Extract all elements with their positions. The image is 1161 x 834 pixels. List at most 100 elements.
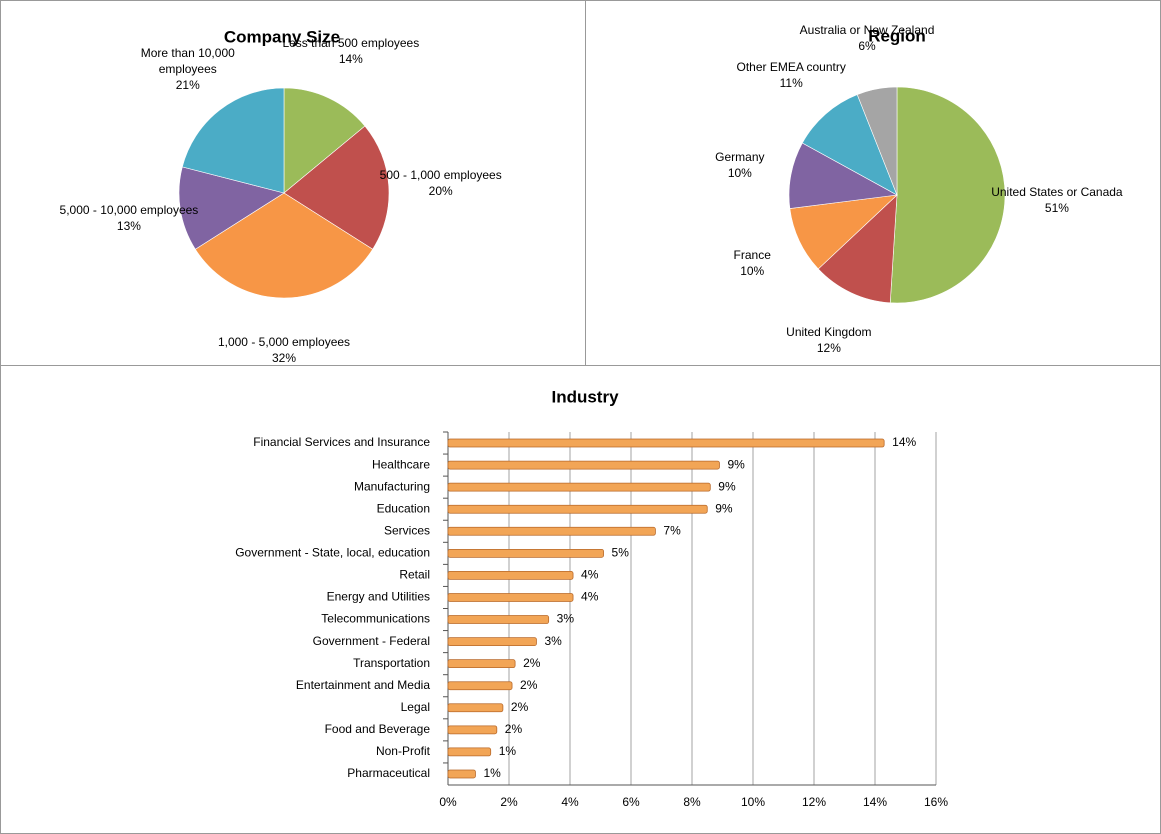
- y-tick-label: Telecommunications: [321, 612, 430, 626]
- slice-value-label: 14%: [338, 51, 363, 66]
- bar: [447, 659, 516, 669]
- y-tick-label: Services: [384, 523, 430, 537]
- chart-title: Industry: [551, 387, 619, 406]
- slice-value-label: 12%: [816, 340, 841, 355]
- slice-category: Germany: [715, 150, 765, 165]
- y-tick-label: Financial Services and Insurance: [253, 435, 430, 449]
- pie-slice: [817, 194, 898, 304]
- slice-label: Germany 10%: [670, 149, 810, 181]
- slice-label: Less than 500 employees 14%: [281, 35, 421, 67]
- y-tick-label: Manufacturing: [354, 479, 430, 493]
- chart-title: Company Size: [224, 27, 340, 46]
- slice-value-label: 13%: [116, 218, 141, 233]
- bar-value-label: 2%: [523, 656, 541, 670]
- slice-value-label: 21%: [175, 77, 200, 92]
- y-tick-label: Transportation: [353, 656, 430, 670]
- slice-label: 500 - 1,000 employees 20%: [371, 167, 511, 199]
- x-tick-label: 12%: [802, 795, 826, 809]
- pie-slice: [856, 86, 898, 196]
- y-tick-label: Healthcare: [372, 457, 430, 471]
- bar-value-label: 2%: [505, 722, 523, 736]
- x-tick-label: 8%: [683, 795, 701, 809]
- pie-slice: [283, 125, 390, 250]
- bar-value-label: 14%: [892, 435, 916, 449]
- bar: [447, 637, 537, 646]
- pie-slice: [194, 192, 374, 299]
- bar-value-label: 9%: [718, 479, 736, 493]
- slice-label: Australia or New Zealand 6%: [797, 22, 937, 54]
- bar-value-label: 1%: [483, 766, 501, 780]
- x-tick-label: 4%: [561, 795, 579, 809]
- bar-value-label: 7%: [663, 523, 681, 537]
- slice-category: 5,000 - 10,000 employees: [59, 202, 199, 217]
- chart-title: Region: [868, 26, 926, 45]
- bar: [447, 504, 708, 514]
- slice-category: Less than 500 employees: [282, 35, 420, 50]
- y-tick-label: Government - State, local, education: [235, 546, 430, 560]
- x-tick-label: 10%: [741, 795, 765, 809]
- x-tick-label: 0%: [439, 795, 457, 809]
- bar: [447, 769, 476, 779]
- y-tick-label: Legal: [401, 700, 430, 714]
- slice-category: Other EMEA country: [736, 59, 846, 74]
- slice-value-label: 11%: [779, 75, 803, 90]
- bar: [447, 548, 604, 558]
- bar: [447, 571, 574, 580]
- bar-value-label: 3%: [557, 612, 575, 626]
- y-tick-label: Education: [377, 501, 430, 515]
- x-tick-label: 6%: [622, 795, 640, 809]
- slice-label: United Kingdom 12%: [759, 324, 899, 356]
- y-tick-label: Food and Beverage: [325, 722, 431, 736]
- bar-value-label: 9%: [727, 457, 745, 471]
- y-tick-label: Entertainment and Media: [296, 678, 430, 692]
- bar: [447, 747, 492, 757]
- x-tick-label: 2%: [500, 795, 518, 809]
- bar: [447, 681, 513, 691]
- slice-label: France 10%: [682, 247, 822, 279]
- slice-label: 5,000 - 10,000 employees 13%: [59, 202, 199, 234]
- bar-value-label: 4%: [581, 590, 599, 604]
- slice-category: More than 10,000 employees: [140, 45, 235, 76]
- x-tick-label: 16%: [924, 795, 948, 809]
- slice-label: 1,000 - 5,000 employees 32%: [214, 334, 354, 366]
- y-tick-label: Pharmaceutical: [347, 766, 430, 780]
- bar-value-label: 3%: [544, 634, 562, 648]
- y-tick-label: Government - Federal: [313, 634, 430, 648]
- y-tick-label: Energy and Utilities: [327, 590, 430, 604]
- bar: [447, 438, 885, 448]
- slice-category: 500 - 1,000 employees: [379, 168, 502, 183]
- bar-value-label: 4%: [581, 568, 599, 582]
- pie-slice: [801, 94, 898, 196]
- bar-value-label: 1%: [499, 744, 517, 758]
- slice-value-label: 20%: [428, 184, 453, 199]
- bar-value-label: 5%: [612, 546, 630, 560]
- slice-category: United Kingdom: [786, 324, 872, 339]
- bar: [447, 725, 498, 735]
- slice-value-label: 10%: [727, 166, 752, 181]
- slice-value-label: 6%: [858, 38, 876, 53]
- slice-category: France: [733, 248, 771, 263]
- slice-value-label: 51%: [1044, 201, 1069, 216]
- y-tick-label: Non-Profit: [376, 744, 431, 758]
- slice-label: Other EMEA country 11%: [721, 59, 861, 91]
- y-tick-label: Retail: [399, 568, 430, 582]
- pie-slice: [889, 86, 1006, 304]
- slice-category: Australia or New Zealand: [799, 22, 935, 37]
- slice-category: 1,000 - 5,000 employees: [217, 335, 351, 349]
- slice-label: More than 10,000 employees 21%: [118, 45, 258, 93]
- pie-slice: [178, 166, 285, 250]
- slice-value-label: 32%: [271, 351, 297, 365]
- bar-value-label: 2%: [520, 678, 538, 692]
- bar: [447, 460, 720, 470]
- bar: [447, 482, 711, 492]
- bar: [447, 593, 574, 602]
- slice-label: United States or Canada 51%: [987, 184, 1127, 216]
- bar: [447, 703, 504, 713]
- bar-value-label: 2%: [511, 700, 529, 714]
- pie-slice: [283, 87, 366, 194]
- x-tick-label: 14%: [863, 795, 887, 809]
- slice-value-label: 10%: [740, 264, 765, 279]
- bar: [447, 615, 550, 624]
